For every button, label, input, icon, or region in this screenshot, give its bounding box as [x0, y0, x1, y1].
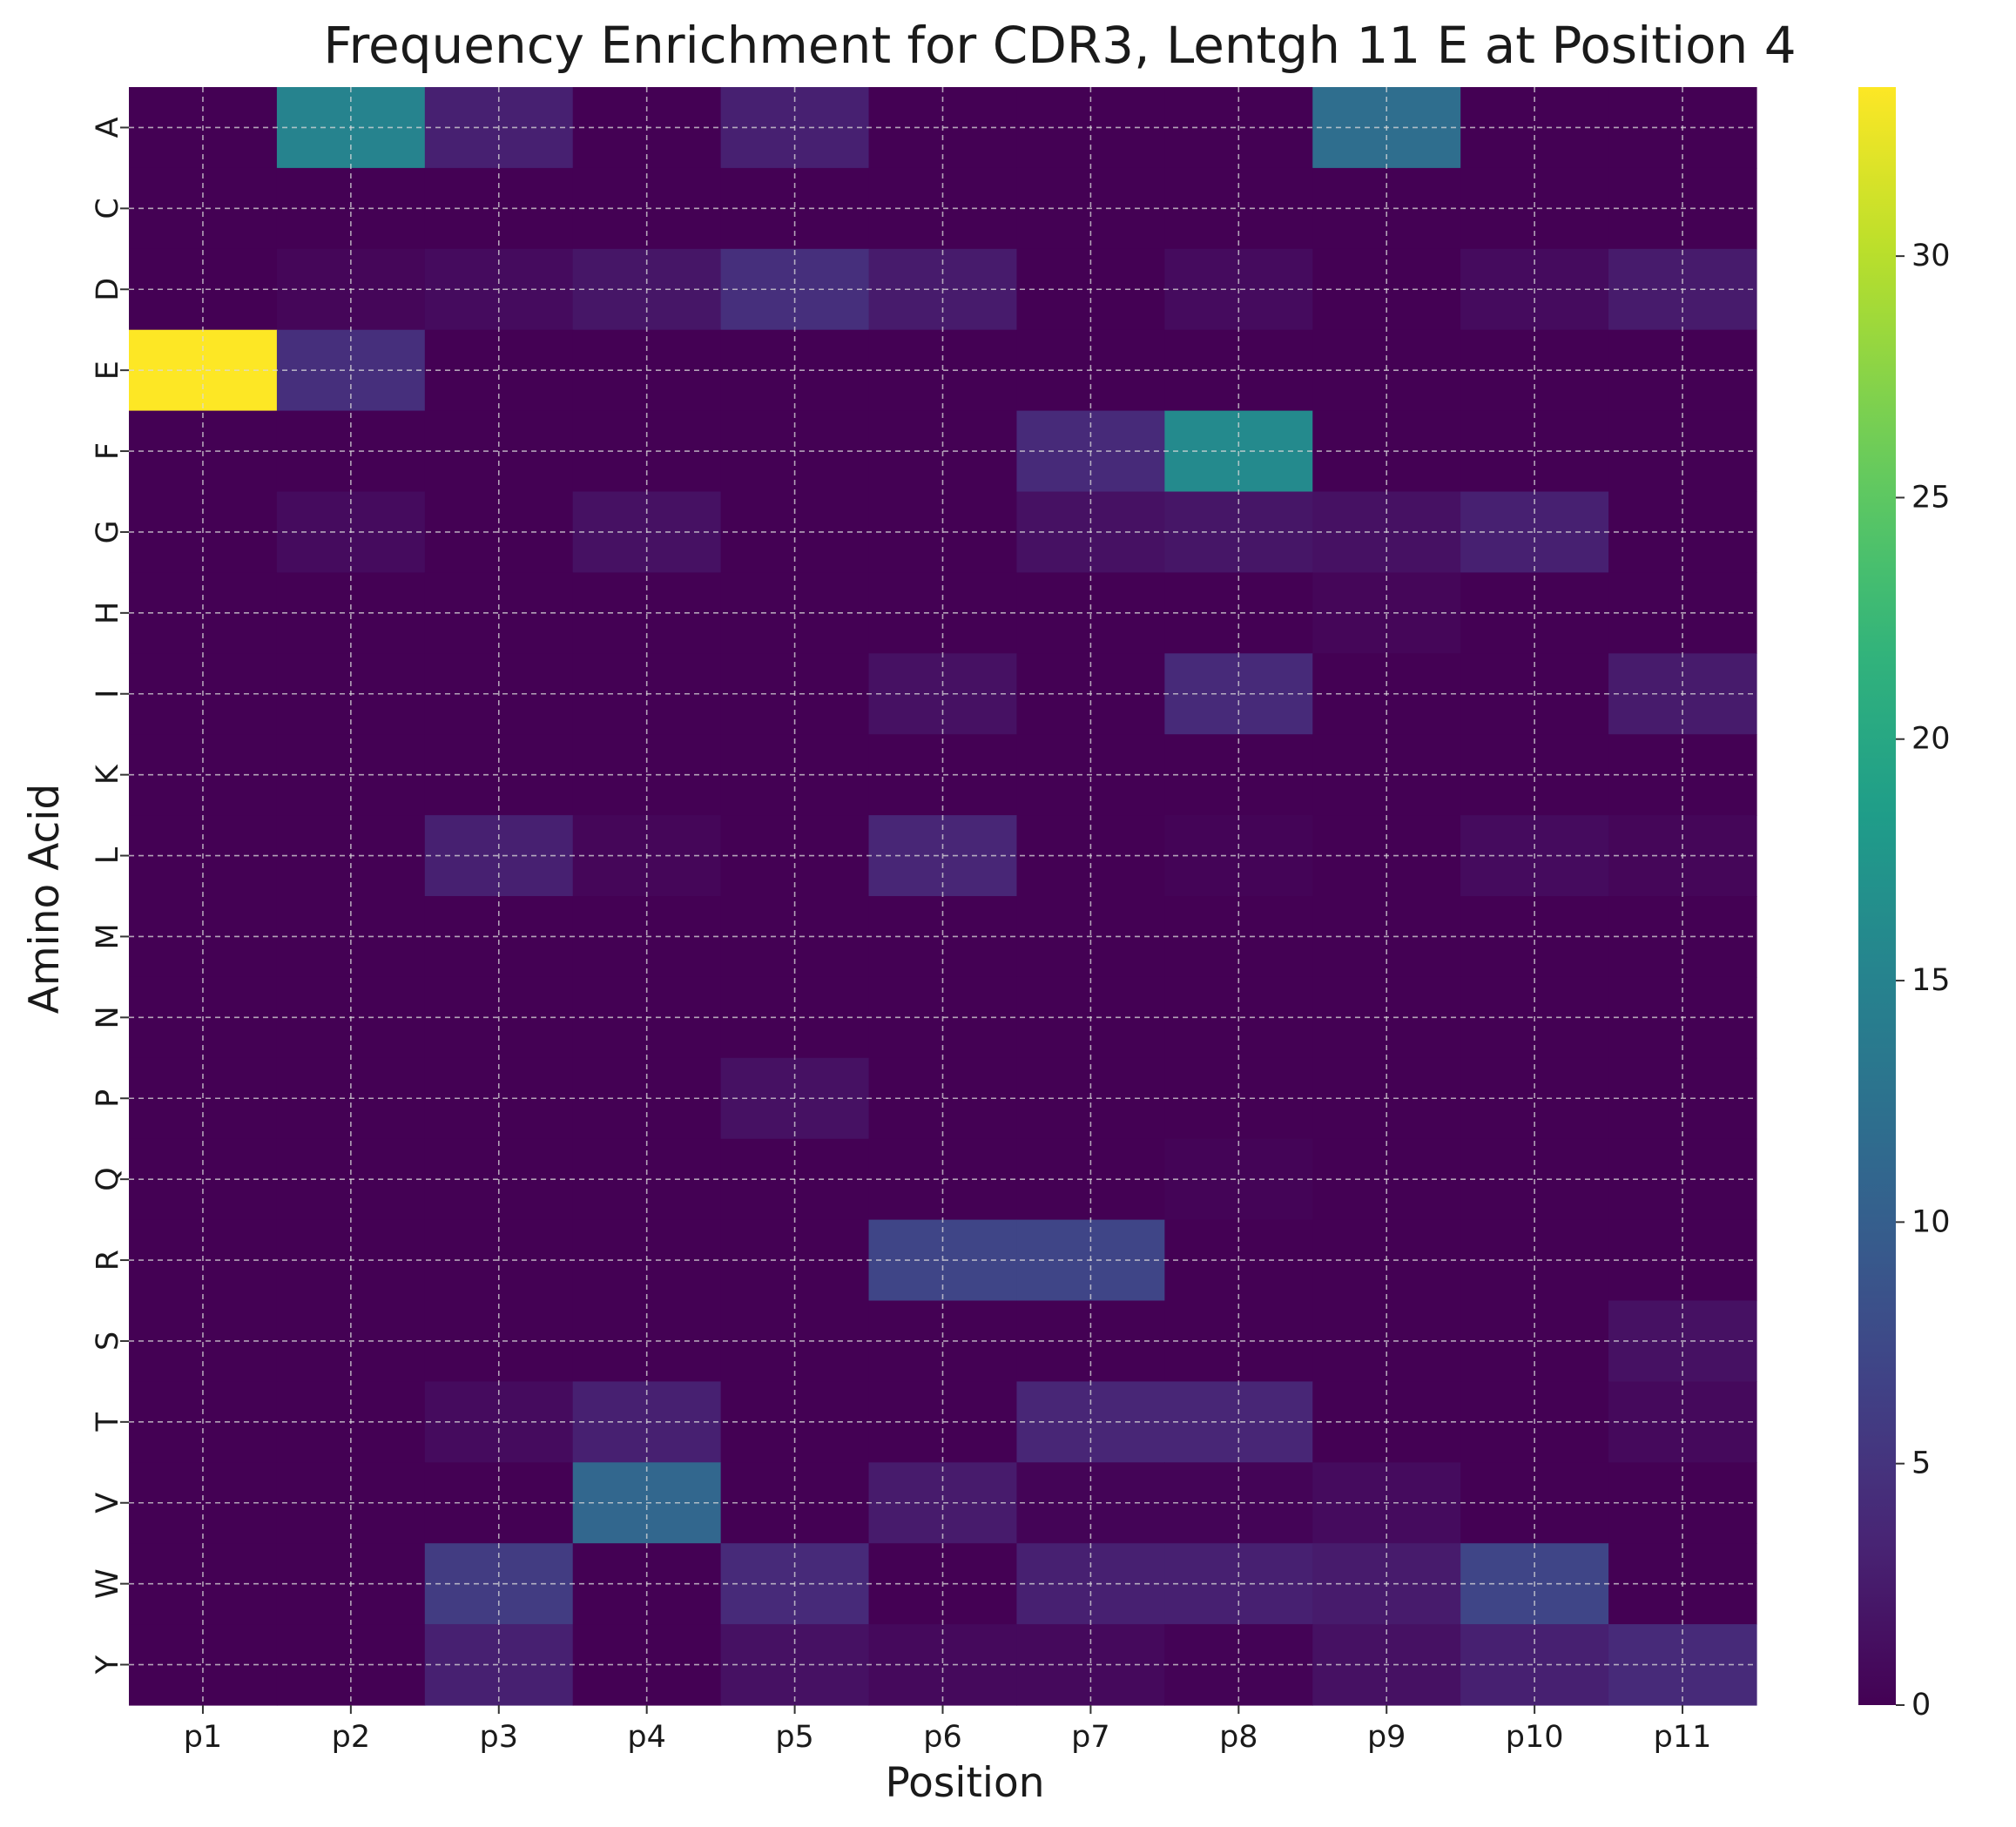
y-tick-label-S: S — [91, 1331, 125, 1351]
y-tick-label-G: G — [91, 520, 125, 543]
colorbar-tick-label-20: 20 — [1911, 722, 1951, 757]
colorbar: 0 5 10 15 20 25 30 — [1858, 87, 1951, 1723]
y-tick-label-A: A — [91, 117, 125, 138]
y-tick-label-V: V — [91, 1493, 125, 1514]
y-tick-label-R: R — [91, 1250, 125, 1271]
colorbar-tick-label-15: 15 — [1911, 963, 1951, 998]
grid-lines — [129, 87, 1756, 1705]
heatmap-cell-K-p10 — [1460, 734, 1609, 816]
y-tick-label-E: E — [91, 361, 125, 380]
y-tick-label-H: H — [91, 602, 125, 624]
y-tick-label-P: P — [91, 1089, 125, 1108]
y-tick-label-W: W — [91, 1568, 125, 1599]
x-tick-label-p2: p2 — [332, 1720, 371, 1755]
heatmap-cell-Y-p10 — [1460, 1624, 1609, 1706]
colorbar-gradient — [1858, 87, 1896, 1705]
y-tick-label-I: I — [91, 690, 125, 698]
heatmap-cell-K-p1 — [129, 734, 278, 816]
x-tick-label-p1: p1 — [184, 1720, 223, 1755]
x-tick-label-p11: p11 — [1654, 1720, 1712, 1755]
x-tick-label-p9: p9 — [1367, 1720, 1406, 1755]
y-tick-label-D: D — [91, 278, 125, 301]
colorbar-tick-label-30: 30 — [1911, 239, 1951, 273]
x-axis-ticks: p1 p2 p3 p4 p5 p6 p7 p8 p9 p10 p11 — [184, 1705, 1712, 1755]
y-tick-label-C: C — [91, 198, 125, 219]
x-tick-label-p4: p4 — [627, 1720, 666, 1755]
colorbar-tick-label-25: 25 — [1911, 480, 1951, 515]
y-tick-label-K: K — [91, 764, 125, 785]
y-tick-label-F: F — [91, 442, 125, 460]
y-axis-label: Amino Acid — [21, 784, 69, 1015]
x-tick-label-p7: p7 — [1071, 1720, 1110, 1755]
heatmap-cell-V-p1 — [129, 1462, 278, 1544]
x-tick-label-p5: p5 — [775, 1720, 814, 1755]
x-axis-label: Position — [886, 1759, 1045, 1807]
x-tick-label-p10: p10 — [1506, 1720, 1564, 1755]
y-tick-label-N: N — [91, 1006, 125, 1028]
y-tick-label-Y: Y — [91, 1655, 125, 1675]
y-axis-ticks: A C D E F G H I K L M N P Q R S T V W Y — [91, 117, 129, 1675]
x-tick-label-p6: p6 — [923, 1720, 962, 1755]
colorbar-ticks: 0 5 10 15 20 25 30 — [1896, 239, 1951, 1723]
x-tick-label-p8: p8 — [1219, 1720, 1258, 1755]
colorbar-tick-label-5: 5 — [1911, 1446, 1931, 1481]
colorbar-tick-label-0: 0 — [1911, 1688, 1931, 1723]
y-tick-label-M: M — [91, 923, 125, 949]
x-tick-label-p3: p3 — [480, 1720, 519, 1755]
y-tick-label-L: L — [91, 846, 125, 864]
heatmap-cell-Y-p1 — [129, 1624, 278, 1706]
y-tick-label-Q: Q — [91, 1167, 125, 1191]
y-tick-label-T: T — [91, 1412, 125, 1433]
chart-title: Frequency Enrichment for CDR3, Lentgh 11… — [323, 16, 1796, 75]
heatmap-cell-V-p10 — [1460, 1462, 1609, 1544]
colorbar-tick-label-10: 10 — [1911, 1204, 1951, 1239]
